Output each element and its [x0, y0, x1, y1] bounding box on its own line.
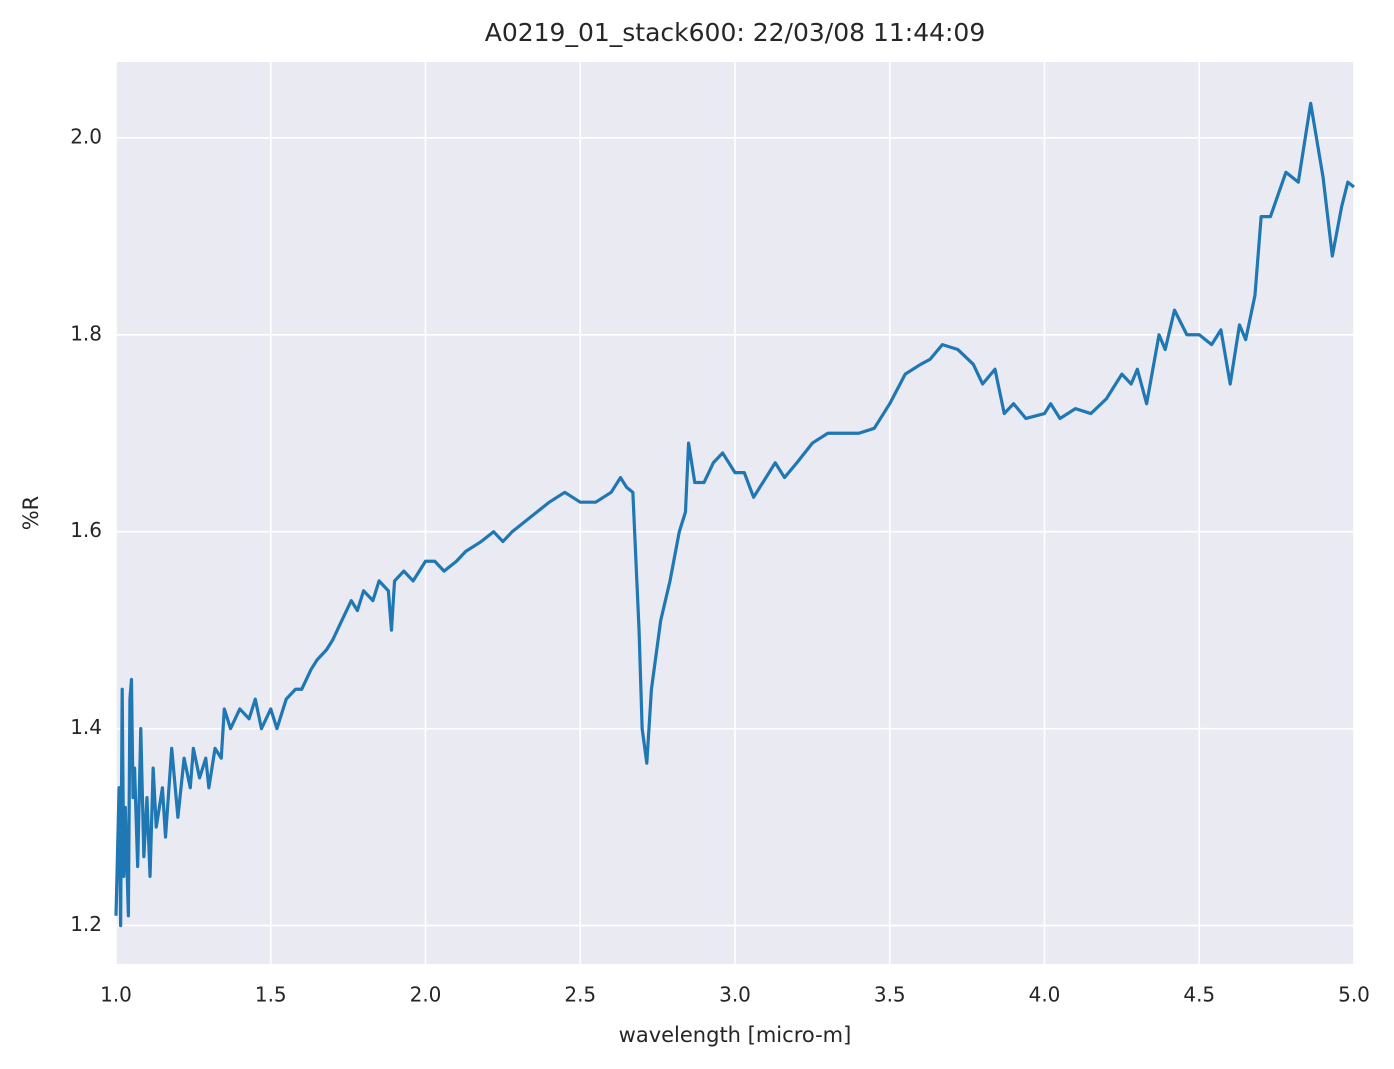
x-tick-label: 4.0 — [1029, 983, 1061, 1007]
x-tick-label: 2.5 — [564, 983, 596, 1007]
x-tick-label: 3.0 — [719, 983, 751, 1007]
chart-title: A0219_01_stack600: 22/03/08 11:44:09 — [485, 18, 986, 47]
x-tick-label: 2.0 — [410, 983, 442, 1007]
x-tick-label: 5.0 — [1338, 983, 1370, 1007]
y-tick-label: 1.4 — [70, 715, 102, 739]
x-tick-label: 3.5 — [874, 983, 906, 1007]
y-tick-label: 1.8 — [70, 321, 102, 345]
x-tick-label: 1.5 — [255, 983, 287, 1007]
y-tick-label: 1.2 — [70, 912, 102, 936]
x-tick-label: 4.5 — [1183, 983, 1215, 1007]
y-tick-label: 2.0 — [70, 124, 102, 148]
y-axis-label: %R — [19, 496, 43, 531]
data-line — [114, 101, 1355, 928]
x-axis-label: wavelength [micro-m] — [619, 1023, 852, 1047]
x-tick-label: 1.0 — [100, 983, 132, 1007]
y-tick-label: 1.6 — [70, 518, 102, 542]
